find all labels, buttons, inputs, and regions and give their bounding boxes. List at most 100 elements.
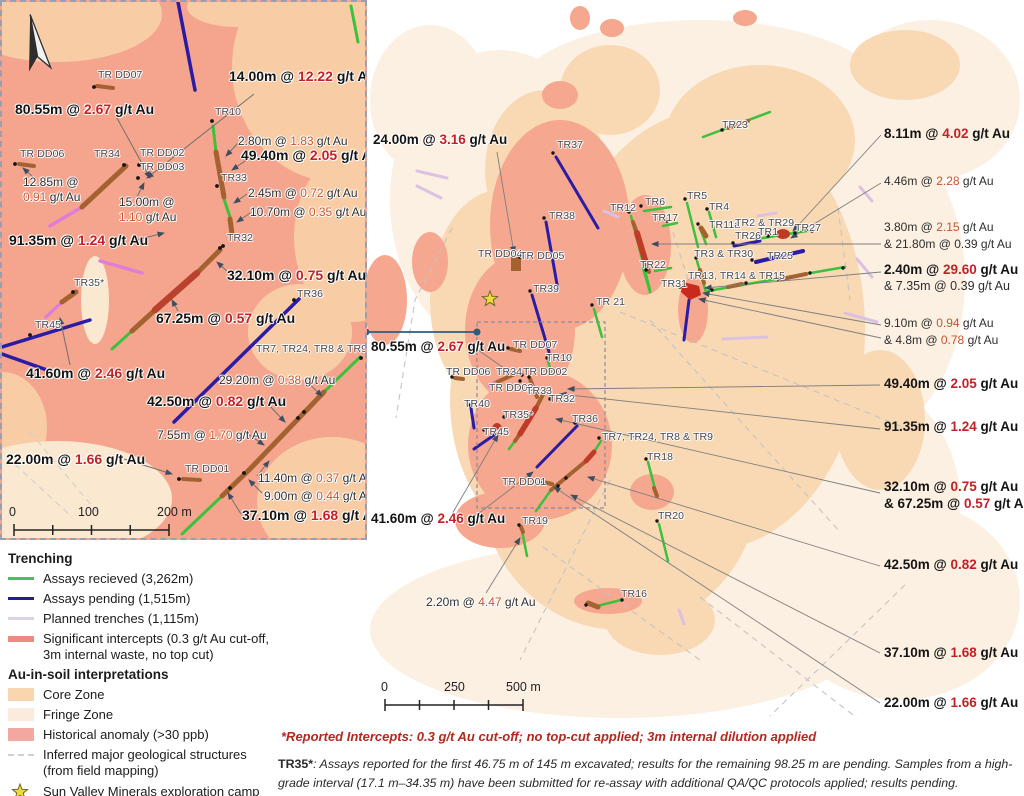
trench-anchor-dots: [450, 128, 845, 607]
inset-callout-15-00m: 15.00m @ 1.10 g/t Au: [119, 195, 177, 224]
inset-callout-12-85m: 12.85m @ 0.91 g/t Au: [23, 175, 81, 204]
significant-intercepts-line-icon: [8, 635, 34, 642]
right-callout-8-11m: 8.11m @ 4.02 g/t Au: [884, 126, 1010, 141]
trench-label-tr19: TR19: [522, 515, 549, 527]
right-callout-91-35m: 91.35m @ 1.24 g/t Au: [884, 419, 1019, 434]
trench-label-tr23: TR23: [722, 119, 749, 131]
trench-label-trdd04: TR DD04: [478, 248, 523, 260]
trench-label-tr39: TR39: [533, 283, 560, 295]
trench-label-trdd05: TR DD05: [520, 250, 565, 262]
trench-label-tr38: TR38: [549, 210, 576, 222]
inset-callout-9-00m: 9.00m @ 0.44 g/t Au: [264, 489, 367, 503]
trench-label-tr26: TR26: [735, 230, 762, 242]
assays-received-line-icon: [8, 577, 34, 580]
inset-anchor-dots: [13, 85, 363, 490]
trenches-assays-pending: [469, 155, 805, 469]
trench-label-tr12: TR12: [610, 202, 637, 214]
inset-leaders: [22, 93, 323, 515]
inset-callout-14-00m: 14.00m @ 12.22 g/t Au: [229, 68, 367, 84]
trench-label-tr13-14-15: TR13, TR14 & TR15: [688, 270, 786, 282]
trench-label-tr20: TR20: [658, 510, 685, 522]
right-callout-32-10m: 32.10m @ 0.75 g/t Au & 67.25m @ 0.57 g/t…: [884, 479, 1024, 511]
inset-label-tr34: TR34: [94, 148, 121, 160]
inset-label-trdd03: TR DD03: [140, 161, 185, 173]
assay-callout-41m: 41.60m @ 2.46 g/t Au: [371, 511, 506, 526]
inset-zone-fringe: [2, 256, 172, 538]
trench-label-tr18: TR18: [647, 451, 674, 463]
inset-trenches-pending: [2, 2, 301, 424]
right-callout-3-80m: 3.80m @ 2.15 g/t Au & 21.80m @ 0.39 g/t …: [884, 220, 1012, 251]
inset-label-tr36: TR36: [297, 288, 324, 300]
trench-label-tr31: TR31: [661, 278, 688, 290]
trench-label-tr40: TR40: [464, 398, 491, 410]
inset-callout-67-25m: 67.25m @ 0.57 g/t Au: [156, 310, 296, 326]
inset-label-trdd01: TR DD01: [185, 463, 230, 475]
trench-label-tr25: TR25: [767, 250, 794, 262]
inset-callout-29-20m: 29.20m @ 0.38 g/t Au: [219, 373, 336, 387]
right-callout-49-40m: 49.40m @ 2.05 g/t Au: [884, 376, 1019, 391]
inset-label-tr33: TR33: [221, 172, 248, 184]
trench-label-trdd02: TR DD02: [523, 366, 568, 378]
legend-item-inferred-structures-line2: (from field mapping): [43, 763, 159, 778]
right-callout-42-50m: 42.50m @ 0.82 g/t Au: [884, 557, 1019, 572]
fringe-zone-swatch-icon: [8, 708, 34, 721]
assays-pending-line-icon: [8, 597, 34, 600]
trench-label-tr2-tr29: TR2 & TR29: [735, 217, 795, 229]
inset-callout-32-10m: 32.10m @ 0.75 g/t Au: [227, 267, 367, 283]
assay-callout-2m: 2.20m @ 4.47 g/t Au: [426, 595, 536, 609]
right-callout-22-00m: 22.00m @ 1.66 g/t Au: [884, 695, 1019, 710]
assay-callout-80m: 80.55m @ 2.67 g/t Au: [371, 339, 506, 354]
legend-item-core-zone: Core Zone: [8, 687, 294, 702]
inferred-structures-line-icon: [8, 753, 34, 756]
trench-label-trdd07: TR DD07: [513, 339, 558, 351]
inset-callout-42-50m: 42.50m @ 0.82 g/t Au: [147, 393, 287, 409]
tr35-footnote: TR35*: Assays reported for the first 46.…: [278, 757, 1013, 790]
inset-callout-22-00m: 22.00m @ 1.66 g/t Au: [6, 451, 146, 467]
inset-detail-map: TR DD07 TR10 TR DD06 TR34 TR DD02 TR DD0…: [0, 0, 367, 540]
inset-label-tr35: TR35*: [74, 277, 105, 289]
inset-callout-2-45m: 2.45m @ 0.72 g/t Au: [248, 186, 358, 200]
right-callout-4-46m: 4.46m @ 2.28 g/t Au: [884, 174, 994, 188]
right-callout-2-40m: 2.40m @ 29.60 g/t Au & 7.35m @ 0.39 g/t …: [884, 262, 1019, 293]
inset-label-trdd07: TR DD07: [98, 69, 143, 81]
legend-item-assays-pending: Assays pending (1,515m): [8, 591, 294, 606]
significant-intercepts-red: [487, 229, 790, 464]
trench-label-tr3-tr30: TR3 & TR30: [694, 248, 754, 260]
legend-item-exploration-camp: Sun Valley Minerals exploration camp: [8, 782, 294, 796]
trench-label-tr4: TR4: [709, 201, 730, 213]
inset-callout-49-40m: 49.40m @ 2.05 g/t Au: [241, 147, 365, 163]
trench-label-tr16: TR16: [621, 588, 648, 600]
inset-structures: [6, 431, 98, 518]
callout-leader-lines: [451, 134, 882, 704]
trench-label-tr34: TR34: [496, 366, 523, 378]
main-scale-250: 250: [444, 680, 465, 694]
core-zone-swatch-icon: [8, 688, 34, 701]
right-callout-37-10m: 37.10m @ 1.68 g/t Au: [884, 645, 1019, 660]
main-scale-0: 0: [381, 680, 388, 694]
planned-trenches: [415, 169, 879, 626]
main-scale-bar: [384, 699, 524, 711]
north-arrow-icon: [29, 14, 53, 72]
legend-item-historical-anomaly: Historical anomaly (>30 ppb): [8, 727, 294, 742]
legend-item-significant-intercepts-line2: 3m internal waste, no top cut): [43, 647, 214, 662]
trench-label-tr22: TR22: [640, 259, 667, 271]
legend-item-significant-intercepts: Significant intercepts (0.3 g/t Au cut-o…: [8, 631, 294, 646]
legend-item-fringe-zone: Fringe Zone: [8, 707, 294, 722]
inset-scale-bar: [13, 524, 170, 536]
legend-item-planned-trenches: Planned trenches (1,115m): [8, 611, 294, 626]
inset-callout-80-55m: 80.55m @ 2.67 g/t Au: [15, 101, 155, 117]
inset-callout-10-70m: 10.70m @ 0.35 g/t Au: [250, 205, 367, 219]
legend-title-au-in-soil: Au-in-soil interpretations: [8, 667, 169, 682]
trench-label-tr32: TR32: [549, 393, 576, 405]
trench-label-tr1: TR1: [758, 226, 779, 238]
trench-label-tr5: TR5: [687, 190, 708, 202]
inset-significant-intercept: [151, 269, 201, 314]
inset-graphics: [2, 2, 365, 538]
camp-star-icon: [481, 289, 499, 307]
trench-label-tr21: TR 21: [596, 296, 626, 308]
trench-label-tr36: TR36: [572, 413, 599, 425]
trench-label-tr35: TR35*: [503, 409, 534, 421]
trench-label-trdd03: TR DD03: [489, 382, 534, 394]
trench-label-tr27: TR27: [795, 222, 822, 234]
